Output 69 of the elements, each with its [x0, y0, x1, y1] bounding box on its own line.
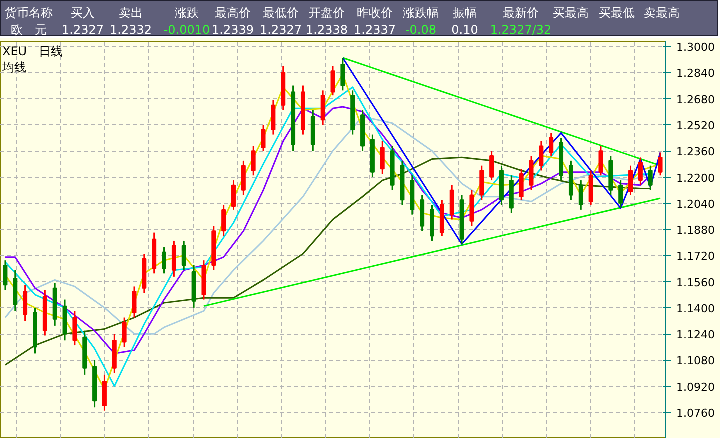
text: 0.10 [452, 22, 478, 39]
y-tick-label: 1.2520 [676, 119, 715, 132]
y-tick-label: 1.1720 [676, 250, 715, 264]
candlestick [261, 124, 266, 152]
candlestick [598, 145, 604, 176]
candlestick [162, 246, 167, 274]
y-tick-label: 1.2360 [676, 146, 715, 159]
text: -0.08 [405, 22, 437, 39]
text: 涨跌幅 [403, 5, 439, 22]
candlestick [658, 152, 663, 176]
candlestick [330, 65, 336, 96]
candlestick [3, 260, 8, 291]
y-tick-label: 1.2040 [676, 198, 715, 211]
text: 振幅 [453, 5, 477, 22]
y-tick-label: 1.2200 [676, 172, 715, 185]
text: 开盘价 [309, 5, 345, 22]
candlestick [23, 284, 28, 322]
candlestick [638, 156, 643, 186]
y-tick-label: 1.0920 [676, 380, 715, 394]
candlestick [72, 310, 78, 346]
text: 涨跌 [175, 5, 199, 22]
y-tick-label: 1.2840 [676, 67, 715, 80]
candlestick [519, 168, 524, 201]
text: 买最高 [553, 5, 589, 22]
candlestick [232, 180, 236, 211]
candlestick [490, 150, 494, 182]
text: 1.2327 [260, 22, 302, 39]
candlestick [578, 180, 584, 211]
y-tick-label: 1.1080 [676, 354, 715, 368]
text: 最高价 [215, 5, 251, 22]
text: 昨收价 [357, 5, 393, 22]
candlestick [132, 286, 137, 319]
candlestick [549, 132, 554, 157]
text: -0.0010 [164, 22, 210, 39]
text: 买入 [71, 5, 95, 22]
candlestick [182, 240, 186, 272]
text: 1.2327/32 [490, 22, 552, 39]
text: 卖最高 [644, 5, 680, 22]
text: 1.2339 [212, 22, 254, 39]
candlestick [122, 317, 127, 348]
y-tick-label: 1.1560 [676, 276, 715, 290]
candlestick [628, 165, 633, 196]
line-series [342, 57, 662, 245]
y-tick-label: 1.1880 [676, 224, 715, 238]
text: 欧 元 [11, 22, 47, 39]
candlestick [251, 145, 256, 176]
y-tick-label: 1.0760 [676, 407, 715, 420]
text: 1.2337 [354, 22, 396, 39]
y-tick-label: 1.3000 [676, 41, 715, 54]
y-tick-label: 1.1400 [676, 302, 715, 316]
candlestick [380, 140, 385, 175]
text: 均线 [2, 60, 26, 74]
text: 1.2332 [110, 22, 152, 39]
candlestick [539, 140, 544, 172]
text: 最新价 [503, 5, 539, 22]
candlestick [340, 57, 346, 92]
text: 买最低 [599, 5, 635, 22]
y-tick-label: 1.2680 [676, 93, 715, 106]
candlestick [222, 204, 226, 237]
text: 1.2327 [62, 22, 104, 39]
text: 卖出 [119, 5, 143, 22]
chart-title: XEU 日线 [2, 44, 64, 58]
candlestick [648, 165, 653, 192]
text: 最低价 [263, 5, 299, 22]
line-series [4, 156, 652, 366]
y-tick-label: 1.1240 [676, 328, 715, 342]
candlestick [618, 180, 624, 210]
text: 1.2338 [306, 22, 348, 39]
text: 货币名称 [5, 5, 53, 22]
